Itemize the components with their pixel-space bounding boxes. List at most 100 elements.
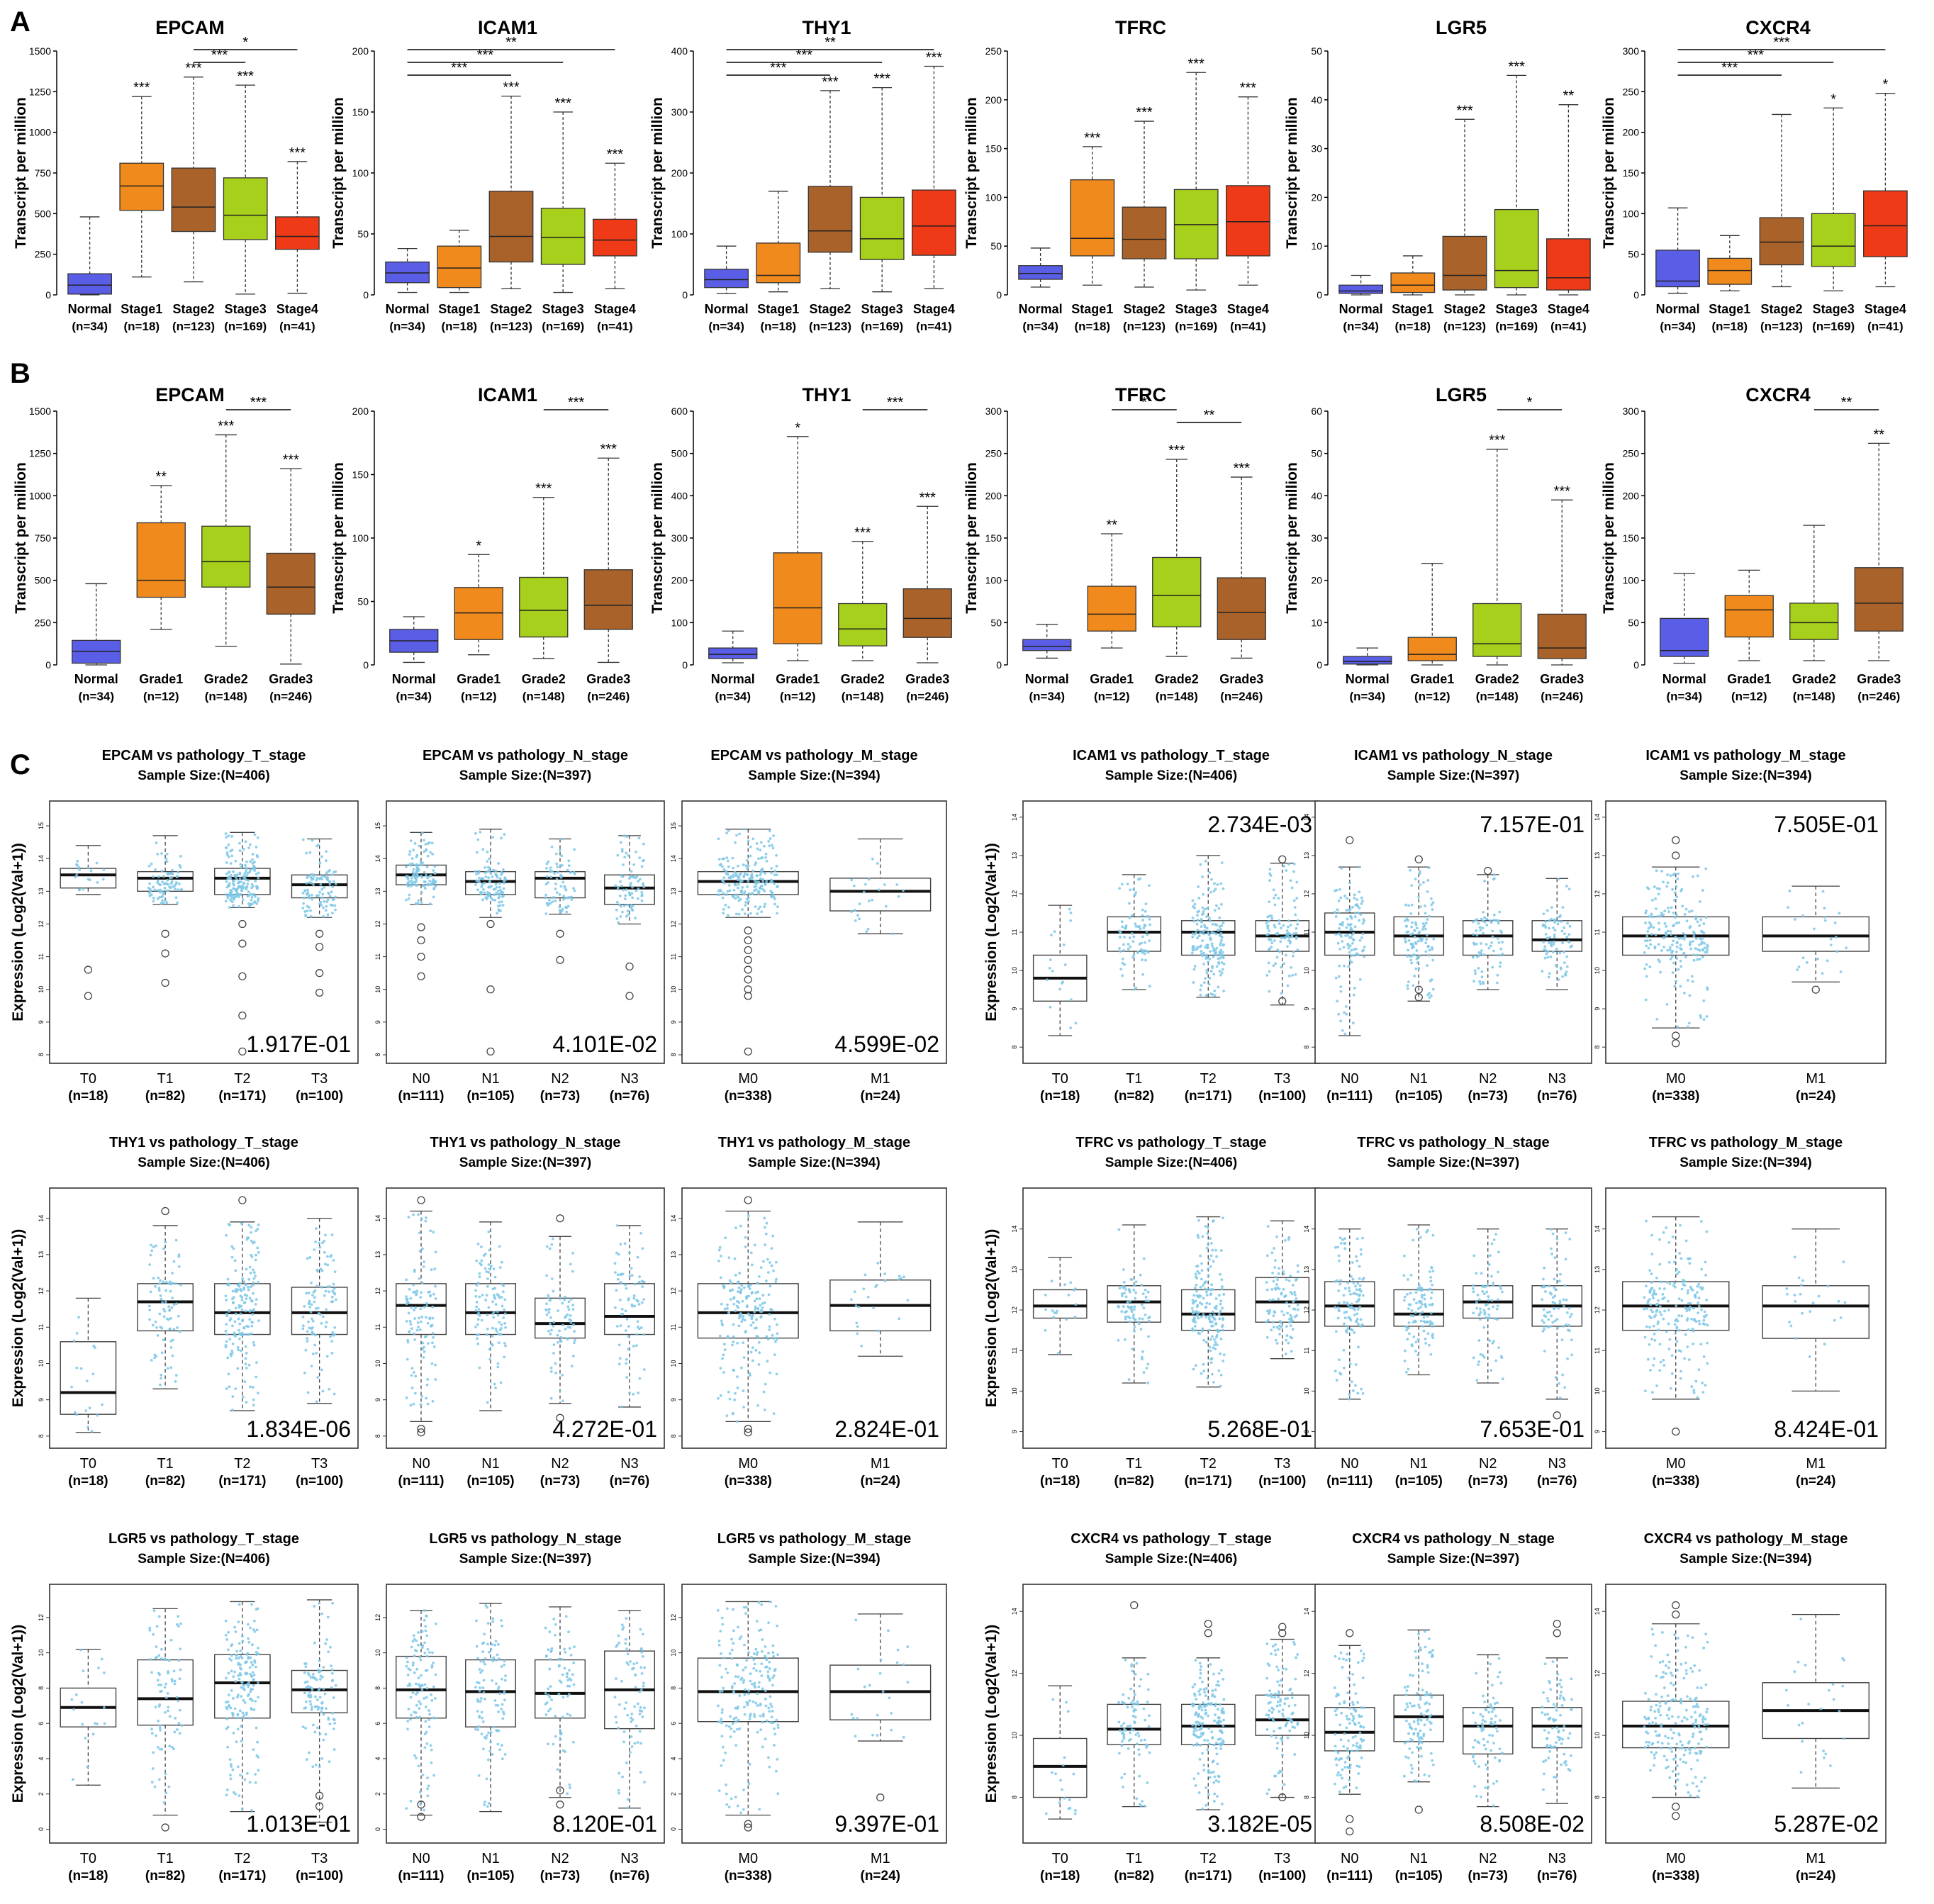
data-point: [559, 885, 563, 888]
data-point: [498, 1245, 501, 1248]
x-tick-label: Grade2: [522, 672, 566, 686]
data-point: [1293, 1308, 1297, 1311]
data-point: [178, 882, 181, 885]
data-point: [1069, 998, 1073, 1002]
data-point: [1273, 926, 1277, 929]
y-tick-label: 14: [374, 1215, 381, 1222]
data-point: [564, 1295, 566, 1299]
outlier: [744, 936, 752, 945]
data-point: [1190, 951, 1194, 955]
data-point: [558, 849, 561, 852]
data-point: [1344, 1005, 1348, 1008]
data-point: [1787, 906, 1789, 909]
data-point: [238, 1322, 242, 1326]
data-point: [761, 887, 764, 891]
data-point: [225, 836, 228, 839]
data-point: [252, 1241, 256, 1244]
data-point: [1220, 971, 1224, 975]
data-point: [162, 1315, 166, 1318]
data-point: [1353, 987, 1356, 990]
data-point: [759, 877, 762, 880]
data-point: [233, 883, 236, 887]
data-point: [1670, 943, 1674, 946]
data-point: [311, 1317, 313, 1321]
data-point: [1692, 953, 1696, 957]
data-point: [417, 899, 420, 902]
data-point: [1147, 1299, 1150, 1303]
data-point: [641, 859, 644, 863]
data-point: [244, 863, 247, 867]
data-point: [1406, 984, 1409, 987]
y-tick-label: 12: [38, 1287, 45, 1294]
data-point: [1193, 1324, 1197, 1328]
outlier: [238, 919, 247, 929]
data-point: [86, 1426, 89, 1429]
data-point: [413, 1317, 417, 1320]
data-point: [164, 1289, 167, 1292]
data-point: [428, 1317, 432, 1321]
x-tick-n: (n=105): [1395, 1474, 1443, 1489]
data-point: [1222, 1360, 1225, 1362]
significance-stars: ***: [854, 525, 871, 541]
data-point: [423, 1260, 425, 1264]
data-point: [247, 893, 251, 897]
data-point: [1202, 892, 1205, 896]
data-point: [245, 1352, 248, 1355]
data-point: [255, 902, 259, 905]
data-point: [749, 854, 752, 858]
data-point: [311, 1330, 314, 1333]
data-point: [1407, 1303, 1411, 1306]
data-point: [1334, 1306, 1337, 1309]
outlier: [1278, 997, 1287, 1005]
data-point: [255, 873, 258, 876]
data-point: [497, 862, 501, 865]
data-point: [323, 1262, 327, 1266]
y-tick-label: 150: [352, 469, 369, 481]
data-point: [1351, 1389, 1355, 1392]
data-point: [1268, 929, 1271, 933]
y-tick-label: 0: [682, 289, 688, 301]
data-point: [420, 1394, 423, 1398]
data-point: [245, 1367, 248, 1370]
plot-frame: [681, 800, 947, 1064]
x-tick-label: Stage4: [913, 302, 955, 316]
data-point: [1356, 1308, 1360, 1311]
data-point: [620, 884, 624, 887]
data-point: [1703, 946, 1706, 949]
outlier: [84, 965, 93, 974]
data-point: [416, 1321, 420, 1324]
data-point: [1285, 1338, 1288, 1342]
data-point: [1690, 975, 1694, 978]
data-point: [563, 885, 566, 888]
data-point: [412, 849, 415, 851]
data-point: [1643, 1307, 1645, 1311]
data-point: [566, 1337, 569, 1340]
data-point: [1122, 948, 1126, 952]
data-point: [750, 1263, 754, 1267]
data-point: [1195, 947, 1199, 951]
data-point: [756, 912, 759, 916]
x-tick-label: Normal: [1019, 302, 1063, 316]
data-point: [627, 853, 630, 857]
data-point: [1700, 940, 1704, 943]
data-point: [1343, 1287, 1347, 1290]
data-point: [1351, 938, 1355, 941]
data-point: [1294, 913, 1297, 917]
outlier: [161, 929, 169, 938]
data-point: [1403, 1360, 1407, 1362]
data-point: [1346, 1324, 1349, 1328]
data-point: [309, 914, 313, 918]
data-point: [414, 1306, 417, 1309]
data-point: [481, 883, 484, 886]
data-point: [254, 866, 257, 870]
data-point: [319, 883, 323, 886]
data-point: [1413, 974, 1416, 978]
data-point: [251, 1283, 255, 1287]
outlier: [744, 946, 752, 955]
data-point: [1675, 941, 1679, 945]
data-point: [1277, 1272, 1280, 1275]
data-point: [1696, 920, 1699, 924]
data-point: [475, 1300, 479, 1304]
data-point: [503, 1321, 507, 1325]
